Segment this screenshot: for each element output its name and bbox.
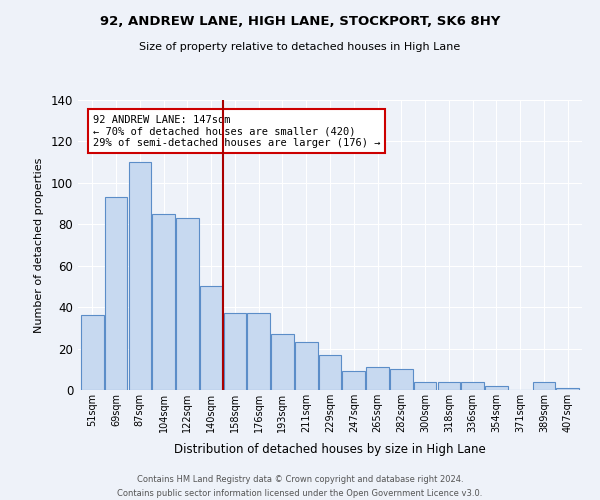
Bar <box>224 314 246 390</box>
Bar <box>200 286 223 390</box>
Bar <box>295 342 317 390</box>
Bar <box>81 316 104 390</box>
Bar <box>556 388 579 390</box>
Bar <box>390 370 413 390</box>
Bar <box>437 382 460 390</box>
Text: Size of property relative to detached houses in High Lane: Size of property relative to detached ho… <box>139 42 461 52</box>
Bar <box>152 214 175 390</box>
Bar <box>128 162 151 390</box>
Text: Contains HM Land Registry data © Crown copyright and database right 2024.
Contai: Contains HM Land Registry data © Crown c… <box>118 476 482 498</box>
Bar <box>105 198 127 390</box>
Bar <box>343 372 365 390</box>
Bar <box>485 386 508 390</box>
Bar <box>366 367 389 390</box>
Text: 92 ANDREW LANE: 147sqm
← 70% of detached houses are smaller (420)
29% of semi-de: 92 ANDREW LANE: 147sqm ← 70% of detached… <box>93 114 380 148</box>
Bar <box>414 382 436 390</box>
Bar <box>461 382 484 390</box>
X-axis label: Distribution of detached houses by size in High Lane: Distribution of detached houses by size … <box>174 444 486 456</box>
Text: 92, ANDREW LANE, HIGH LANE, STOCKPORT, SK6 8HY: 92, ANDREW LANE, HIGH LANE, STOCKPORT, S… <box>100 15 500 28</box>
Bar <box>247 314 270 390</box>
Bar <box>319 355 341 390</box>
Bar <box>533 382 555 390</box>
Y-axis label: Number of detached properties: Number of detached properties <box>34 158 44 332</box>
Bar <box>176 218 199 390</box>
Bar <box>271 334 294 390</box>
